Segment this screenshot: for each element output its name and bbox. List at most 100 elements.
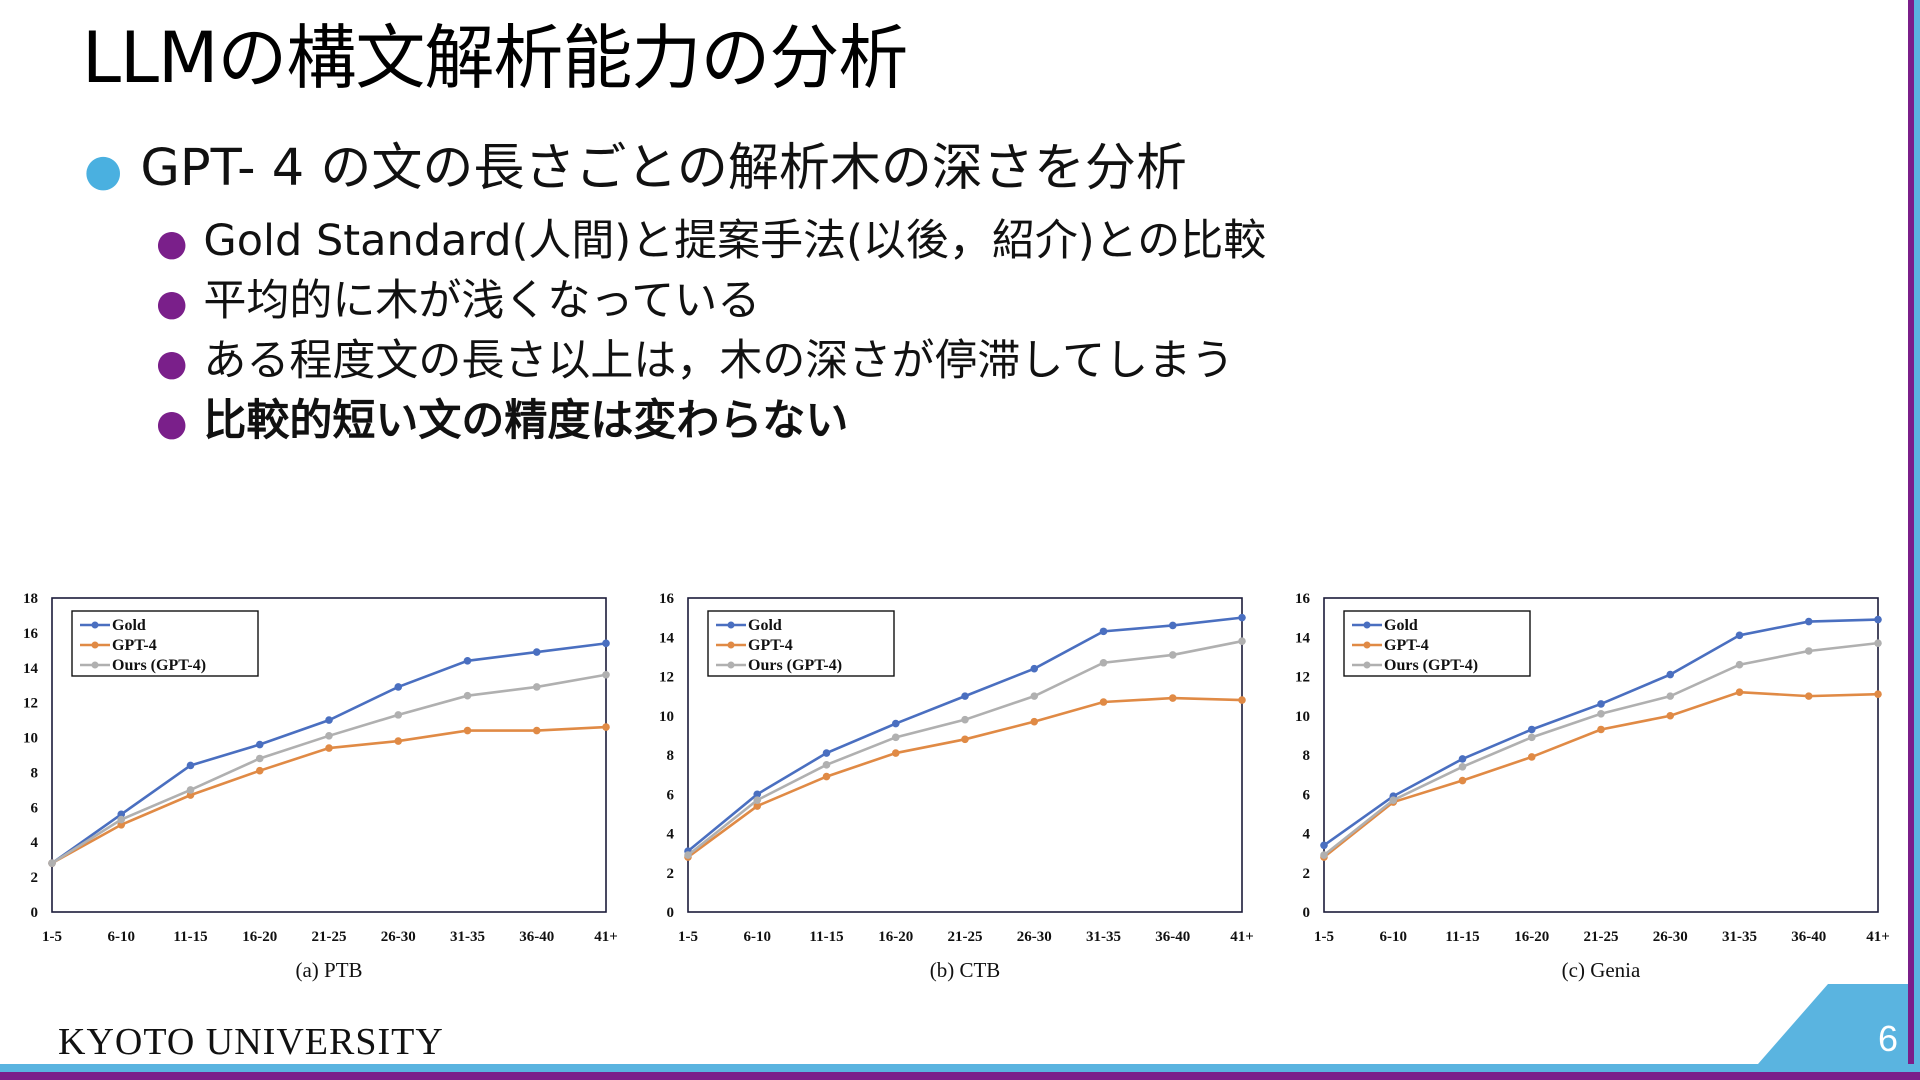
legend-label: GPT-4: [1384, 637, 1429, 654]
data-point: [117, 810, 126, 819]
y-tick-label: 16: [23, 626, 39, 642]
x-tick-label: 16-20: [1514, 929, 1549, 945]
sub-bullet: ● ある程度文の長さ以上は，木の深さが停滞してしまう: [156, 336, 1234, 388]
data-point: [1030, 664, 1039, 673]
data-point: [1099, 627, 1108, 636]
data-point: [1666, 711, 1675, 720]
sub-bullet-text: Gold Standard(人間)と提案手法(以後，紹介)との比較: [203, 216, 1267, 266]
sub-bullet-text: ある程度文の長さ以上は，木の深さが停滞してしまう: [203, 336, 1235, 386]
x-tick-label: 41+: [1230, 929, 1254, 945]
x-tick-label: 1-5: [42, 929, 62, 945]
y-tick-label: 10: [23, 731, 38, 747]
data-point: [1458, 755, 1467, 763]
data-point: [1527, 733, 1536, 742]
data-point: [891, 749, 900, 757]
legend-label: Gold: [1384, 617, 1418, 634]
y-tick-label: 12: [1295, 670, 1310, 686]
data-point: [822, 749, 831, 757]
y-tick-label: 4: [31, 835, 39, 851]
data-point: [753, 796, 762, 804]
bullet-dot-icon: ●: [156, 403, 188, 444]
data-point: [1238, 696, 1246, 704]
bullet-dot-icon: ●: [156, 283, 188, 324]
y-tick-label: 2: [1303, 866, 1311, 882]
x-tick-label: 36-40: [1791, 929, 1826, 945]
x-tick-label: 6-10: [1380, 929, 1408, 945]
x-tick-label: 21-25: [312, 929, 347, 945]
x-tick-label: 31-35: [450, 929, 485, 945]
data-point: [1527, 725, 1536, 734]
data-point: [1458, 776, 1467, 785]
y-tick-label: 10: [1295, 709, 1310, 725]
plot-frame: [1323, 597, 1879, 913]
y-tick-label: 18: [23, 591, 38, 607]
data-point: [1458, 762, 1467, 771]
data-point: [1735, 631, 1744, 640]
bullet-dot-icon: ●: [84, 145, 123, 196]
y-tick-label: 14: [659, 630, 675, 646]
chart-legend: Gold GPT-4 Ours (GPT-4): [707, 610, 895, 677]
legend-marker: [1363, 621, 1371, 629]
legend-label: Ours (GPT-4): [1384, 657, 1478, 674]
chart-svg: 0 2 4 6 8 10 12 14 16 1-5 6-10 11-15 16-20 21-25 26-30…: [659, 591, 1254, 982]
data-point: [463, 657, 472, 665]
legend-marker: [1363, 641, 1371, 649]
data-point: [1030, 717, 1039, 726]
x-tick-label: 31-35: [1086, 929, 1121, 945]
x-tick-label: 6-10: [744, 929, 772, 945]
legend-label: Gold: [748, 617, 782, 634]
y-tick-label: 16: [659, 591, 675, 607]
chart-ctb: 0 2 4 6 8 10 12 14 16 1-5 6-10 11-15 16-20 21-25 26-30…: [636, 584, 1276, 1004]
x-tick-label: 11-15: [809, 929, 843, 945]
data-point: [255, 754, 264, 763]
data-point: [394, 711, 403, 719]
data-point: [961, 735, 969, 744]
x-tick-label: 26-30: [1653, 929, 1688, 945]
y-tick-label: 8: [1303, 748, 1311, 764]
data-point: [822, 772, 831, 781]
data-point: [602, 670, 610, 679]
legend-marker: [727, 661, 735, 669]
data-point: [1666, 670, 1675, 679]
data-point: [1597, 700, 1605, 708]
data-point: [325, 744, 333, 752]
data-point: [1874, 690, 1882, 698]
x-tick-label: 6-10: [108, 929, 136, 945]
legend-marker: [727, 641, 735, 649]
data-point: [1527, 753, 1536, 761]
data-point: [1874, 615, 1882, 624]
data-point: [1030, 692, 1039, 700]
main-bullet-text: GPT- 4 の文の長さごとの解析木の深さを分析: [140, 139, 1187, 198]
data-point: [255, 766, 264, 775]
data-point: [1804, 692, 1813, 700]
page-number: 6: [1877, 1018, 1898, 1059]
x-tick-label: 36-40: [1155, 929, 1190, 945]
data-point: [602, 723, 610, 731]
legend-marker: [91, 641, 99, 649]
y-tick-label: 14: [23, 661, 39, 677]
y-tick-label: 8: [31, 765, 39, 781]
data-point: [891, 733, 900, 742]
data-point: [186, 786, 195, 794]
data-point: [961, 715, 969, 724]
data-point: [463, 691, 472, 700]
series-line: [51, 673, 607, 865]
data-point: [394, 683, 403, 691]
chart-svg: 0 2 4 6 8 10 12 14 16 1-5 6-10 11-15 16-20 21-25 26-30…: [1295, 591, 1890, 982]
x-tick-label: 1-5: [1314, 929, 1334, 945]
data-point: [1099, 658, 1108, 667]
y-tick-label: 6: [31, 800, 39, 816]
data-point: [186, 791, 195, 799]
data-point: [325, 716, 333, 724]
x-tick-label: 11-15: [1445, 929, 1479, 945]
right-accent-bar: [1908, 0, 1920, 1080]
data-point: [1320, 841, 1328, 850]
data-point: [1735, 660, 1744, 669]
data-point: [1099, 698, 1108, 706]
y-tick-label: 2: [31, 870, 39, 886]
university-logo: KYOTO UNIVERSITY: [58, 1021, 444, 1063]
data-point: [753, 790, 762, 799]
data-point: [532, 648, 541, 656]
data-point: [1238, 637, 1246, 645]
chart-caption: (a) PTB: [295, 958, 362, 982]
